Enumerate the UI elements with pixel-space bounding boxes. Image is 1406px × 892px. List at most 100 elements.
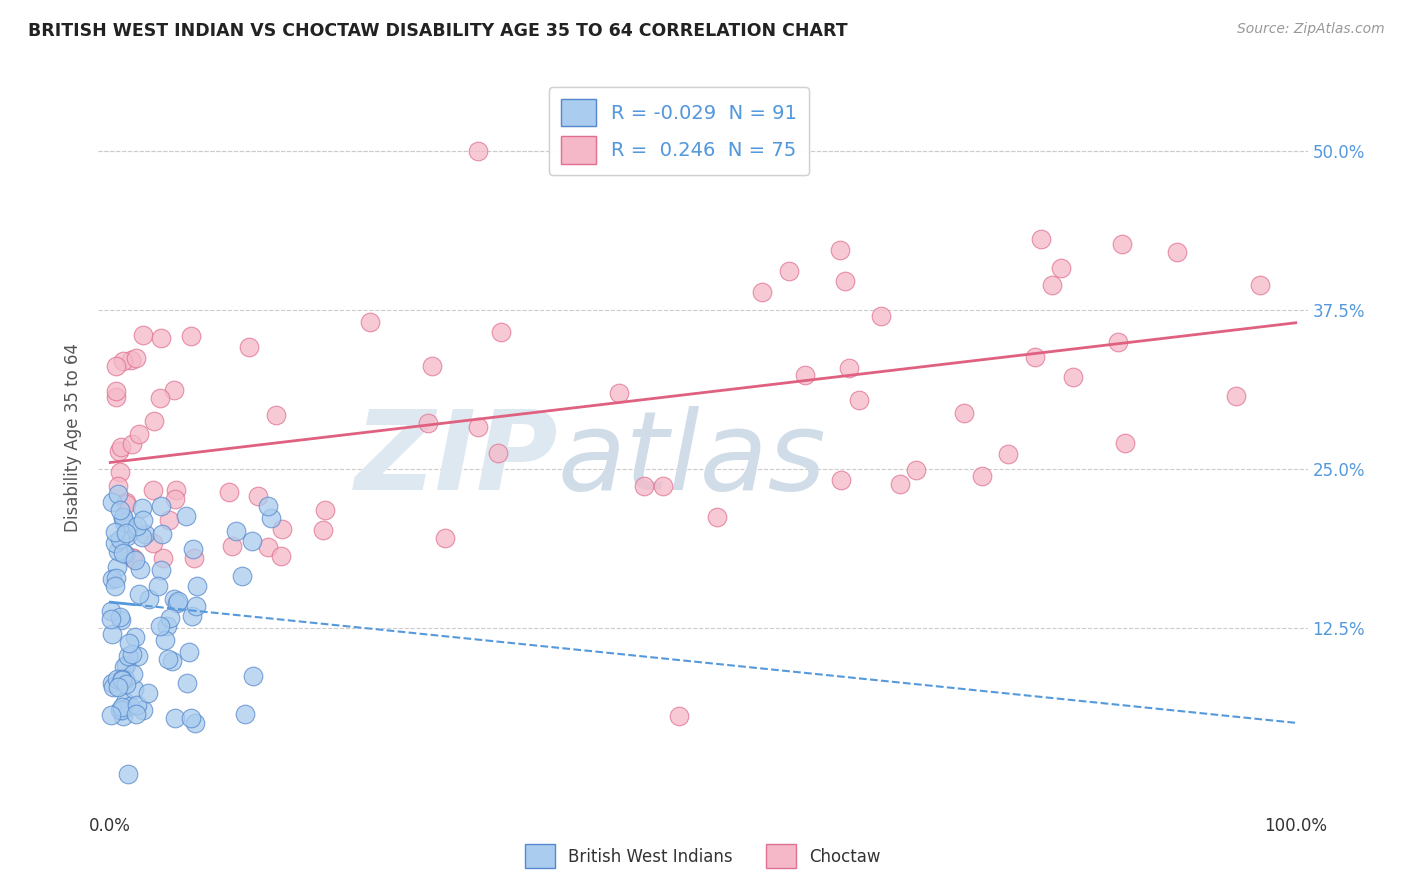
Point <box>270 549 292 563</box>
Point <box>905 463 928 477</box>
Point <box>183 541 205 556</box>
Point <box>163 592 186 607</box>
Point <box>100 573 122 587</box>
Point <box>108 703 131 717</box>
Point <box>183 550 205 565</box>
Point <box>136 686 159 700</box>
Point <box>150 500 173 514</box>
Point <box>1024 350 1046 364</box>
Point <box>149 563 172 577</box>
Point <box>260 510 283 524</box>
Point <box>117 766 139 780</box>
Point <box>134 527 156 541</box>
Point <box>180 328 202 343</box>
Point <box>165 483 187 497</box>
Point <box>416 416 439 430</box>
Point <box>122 550 145 565</box>
Point <box>264 408 287 422</box>
Text: ZIP: ZIP <box>354 406 558 513</box>
Point <box>100 604 122 618</box>
Point <box>778 264 800 278</box>
Point <box>125 351 148 365</box>
Point <box>122 681 145 696</box>
Point <box>166 596 188 610</box>
Point <box>128 587 150 601</box>
Point <box>231 569 253 583</box>
Point <box>115 529 138 543</box>
Point <box>121 437 143 451</box>
Point <box>105 672 128 686</box>
Point <box>651 479 673 493</box>
Point <box>103 681 125 695</box>
Point <box>240 533 263 548</box>
Point <box>107 543 129 558</box>
Point <box>108 502 131 516</box>
Point <box>970 468 993 483</box>
Point <box>174 508 197 523</box>
Point <box>114 547 136 561</box>
Point <box>794 368 817 382</box>
Point <box>1062 370 1084 384</box>
Point <box>118 698 141 713</box>
Point <box>1166 245 1188 260</box>
Point <box>105 559 128 574</box>
Point <box>1111 236 1133 251</box>
Point <box>607 385 630 400</box>
Legend: R = -0.029  N = 91, R =  0.246  N = 75: R = -0.029 N = 91, R = 0.246 N = 75 <box>548 87 808 175</box>
Point <box>830 473 852 487</box>
Y-axis label: Disability Age 35 to 64: Disability Age 35 to 64 <box>65 343 83 532</box>
Point <box>186 579 208 593</box>
Point <box>233 706 256 721</box>
Point <box>132 513 155 527</box>
Point <box>101 676 124 690</box>
Point <box>107 443 129 458</box>
Point <box>489 325 512 339</box>
Point <box>150 527 173 541</box>
Point <box>165 710 187 724</box>
Point <box>107 487 129 501</box>
Point <box>167 594 190 608</box>
Point <box>869 310 891 324</box>
Point <box>218 485 240 500</box>
Point <box>1107 335 1129 350</box>
Point <box>112 709 135 723</box>
Point <box>163 491 186 506</box>
Point <box>110 440 132 454</box>
Point <box>162 384 184 398</box>
Legend: British West Indians, Choctaw: British West Indians, Choctaw <box>519 838 887 875</box>
Point <box>830 243 852 257</box>
Point <box>110 532 132 546</box>
Point <box>121 648 143 662</box>
Point <box>359 315 381 329</box>
Point <box>1040 277 1063 292</box>
Point <box>142 535 165 549</box>
Point <box>111 702 134 716</box>
Point <box>115 497 138 511</box>
Point <box>131 531 153 545</box>
Point <box>271 522 294 536</box>
Point <box>132 328 155 343</box>
Point <box>111 673 134 687</box>
Point <box>107 680 129 694</box>
Point <box>486 446 509 460</box>
Point <box>128 562 150 576</box>
Point <box>1249 278 1271 293</box>
Point <box>115 677 138 691</box>
Point <box>110 613 132 627</box>
Point <box>467 145 489 159</box>
Point <box>111 700 134 714</box>
Point <box>668 709 690 723</box>
Point <box>152 550 174 565</box>
Point <box>160 654 183 668</box>
Point <box>115 526 138 541</box>
Point <box>242 669 264 683</box>
Point <box>122 666 145 681</box>
Point <box>112 510 135 524</box>
Point <box>952 406 974 420</box>
Point <box>184 599 207 613</box>
Point <box>105 359 128 373</box>
Text: Source: ZipAtlas.com: Source: ZipAtlas.com <box>1237 22 1385 37</box>
Point <box>131 703 153 717</box>
Point <box>314 502 336 516</box>
Point <box>142 483 165 498</box>
